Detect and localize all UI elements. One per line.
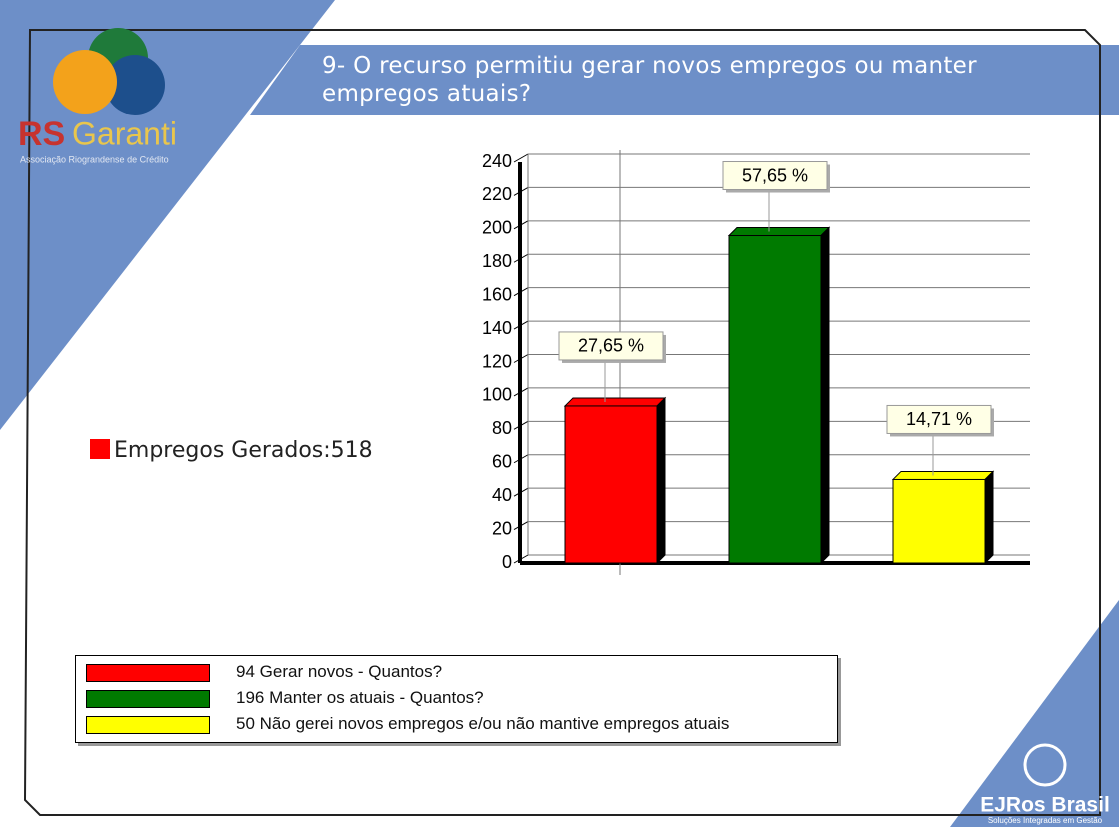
label-box (722, 161, 828, 191)
logo-ball (105, 55, 165, 115)
y-tick-label: 220 (482, 184, 512, 204)
label-box (886, 404, 992, 434)
logo-ball (53, 50, 117, 114)
bg-shape (0, 0, 335, 430)
y-tick-label: 240 (482, 151, 512, 171)
legend-swatch (86, 690, 210, 708)
title: 9- O recurso permitiu gerar novos empreg… (322, 53, 977, 107)
y-tick-label: 20 (492, 518, 512, 538)
legend-text: 50 Não gerei novos empregos e/ou não man… (236, 714, 729, 734)
note-swatch (90, 439, 110, 459)
bar-side (984, 470, 994, 565)
legend: 94 Gerar novos - Quantos? 196 Manter os a… (75, 655, 838, 743)
y-tick-label: 100 (482, 385, 512, 405)
logo-tagline: Associação Riograndense de Crédito (20, 154, 169, 164)
label-box (558, 331, 664, 361)
data-label: 57,65 % (742, 165, 808, 185)
frame (23, 29, 1101, 816)
side-note: Empregos Gerados:518 (90, 438, 373, 463)
data-label: 27,65 % (578, 336, 644, 356)
legend-label: Manter os atuais - Quantos? (269, 688, 484, 707)
y-tick-label: 40 (492, 485, 512, 505)
logo-icon (1023, 743, 1067, 787)
legend-swatch (86, 664, 210, 682)
y-tick-label: 80 (492, 418, 512, 438)
logo-text: Garanti (72, 115, 177, 151)
logo-tagline: Soluções Integradas em Gestão (988, 816, 1103, 825)
y-tick-label: 120 (482, 351, 512, 371)
bar-top (727, 227, 831, 237)
tick-mark (513, 153, 529, 163)
legend-value: 50 (236, 714, 255, 733)
bar (892, 478, 986, 564)
bar-top (891, 470, 995, 480)
legend-label: Gerar novos - Quantos? (259, 662, 443, 681)
title-band (250, 45, 1119, 115)
bar-side (820, 226, 830, 565)
y-tick-label: 0 (502, 552, 512, 572)
bg-shape (950, 600, 1119, 827)
logo-text: EJRos Brasil (980, 794, 1110, 817)
y-tick-label: 160 (482, 284, 512, 304)
legend-text: 196 Manter os atuais - Quantos? (236, 688, 484, 708)
legend-swatch (86, 716, 210, 734)
y-tick-label: 200 (482, 218, 512, 238)
bar (564, 405, 658, 564)
y-tick-label: 140 (482, 318, 512, 338)
legend-label: Não gerei novos empregos e/ou não mantiv… (259, 714, 730, 733)
data-label: 14,71 % (906, 409, 972, 429)
note-text: Empregos Gerados:518 (114, 438, 373, 463)
bar-side (656, 396, 666, 565)
bar-top (563, 397, 667, 407)
y-tick-label: 60 (492, 452, 512, 472)
legend-value: 196 (236, 688, 265, 707)
y-tick-label: 180 (482, 251, 512, 271)
bar (728, 235, 822, 564)
legend-value: 94 (236, 662, 255, 681)
logo-text: RS (18, 115, 65, 153)
legend-text: 94 Gerar novos - Quantos? (236, 662, 442, 682)
